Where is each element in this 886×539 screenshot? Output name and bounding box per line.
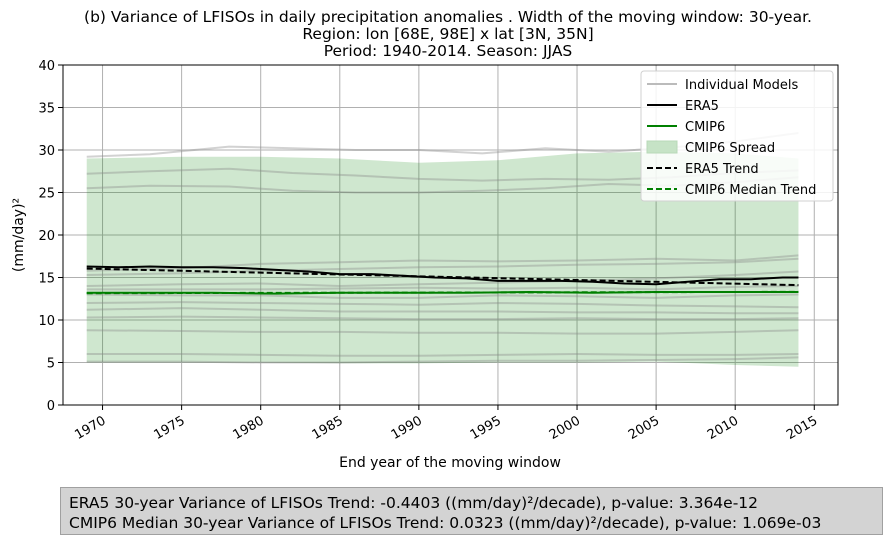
- individual-model-line-5: [86, 257, 799, 276]
- era5-trend-stat: ERA5 30-year Variance of LFISOs Trend: -…: [69, 494, 759, 512]
- chart-title-line-2: Region: lon [68E, 98E] x lat [3N, 35N]: [302, 25, 593, 43]
- y-tick-label-40: 40: [38, 59, 55, 74]
- x-tick-label-2015: 2015: [784, 413, 820, 443]
- cmip6-trend-stat: CMIP6 Median 30-year Variance of LFISOs …: [69, 514, 822, 532]
- y-tick-label-30: 30: [38, 144, 55, 159]
- x-tick-label-1995: 1995: [468, 413, 504, 443]
- legend-box: [640, 70, 834, 202]
- y-axis-label: (mm/day)²: [11, 198, 27, 272]
- legend-label-era5-trend: ERA5 Trend: [685, 162, 759, 177]
- individual-model-line-10: [86, 307, 799, 315]
- y-tick-label-0: 0: [47, 399, 55, 414]
- individual-model-line-7: [86, 285, 799, 291]
- legend-swatch-cmip6-spread: [646, 140, 678, 154]
- chart: (b) Variance of LFISOs in daily precipit…: [11, 8, 839, 471]
- legend-label-cmip6: CMIP6: [685, 120, 725, 135]
- individual-model-line-8: [86, 293, 799, 299]
- cmip6-line: [86, 290, 799, 295]
- individual-model-line-11: [86, 315, 799, 321]
- individual-model-line-6: [86, 270, 799, 288]
- x-tick-label-2000: 2000: [547, 413, 583, 443]
- individual-model-line-4: [86, 254, 799, 272]
- legend-label-era5: ERA5: [685, 99, 719, 114]
- individual-model-line-9: [86, 301, 799, 309]
- x-tick-label-1985: 1985: [310, 413, 346, 443]
- cmip6-spread-band: [86, 151, 799, 367]
- y-tick-label-15: 15: [38, 272, 55, 287]
- x-tick-label-1970: 1970: [72, 413, 108, 443]
- y-tick-label-25: 25: [38, 187, 55, 202]
- legend-label-cmip6-spread: CMIP6 Spread: [685, 141, 775, 156]
- legend-label-cmip6-median-trend: CMIP6 Median Trend: [685, 183, 816, 198]
- individual-model-line-12: [86, 329, 799, 335]
- chart-title-line-1: (b) Variance of LFISOs in daily precipit…: [84, 8, 812, 26]
- x-tick-label-1975: 1975: [151, 413, 187, 443]
- era5-line: [86, 265, 799, 286]
- legend: Individual Models ERA5 CMIP6 CMIP6 Spread ER…: [640, 70, 834, 202]
- y-tick-label-10: 10: [38, 314, 55, 329]
- series-layer: [86, 265, 799, 295]
- chart-title-line-3: Period: 1940-2014. Season: JJAS: [324, 42, 573, 60]
- legend-label-individual-models: Individual Models: [685, 78, 798, 93]
- x-tick-label-1990: 1990: [389, 413, 425, 443]
- cmip6-spread-layer: [86, 151, 799, 367]
- y-tick-label-35: 35: [38, 102, 55, 117]
- y-tick-label-20: 20: [38, 229, 55, 244]
- trend-stats-box: ERA5 30-year Variance of LFISOs Trend: -…: [60, 487, 883, 535]
- y-tick-label-5: 5: [47, 357, 55, 372]
- x-tick-label-1980: 1980: [231, 413, 267, 443]
- x-axis-label: End year of the moving window: [339, 455, 561, 471]
- x-tick-label-2010: 2010: [705, 413, 741, 443]
- individual-model-line-14: [86, 356, 799, 364]
- individual-model-line-13: [86, 352, 799, 357]
- individual-models-layer: [86, 132, 799, 364]
- x-tick-label-2005: 2005: [626, 413, 662, 443]
